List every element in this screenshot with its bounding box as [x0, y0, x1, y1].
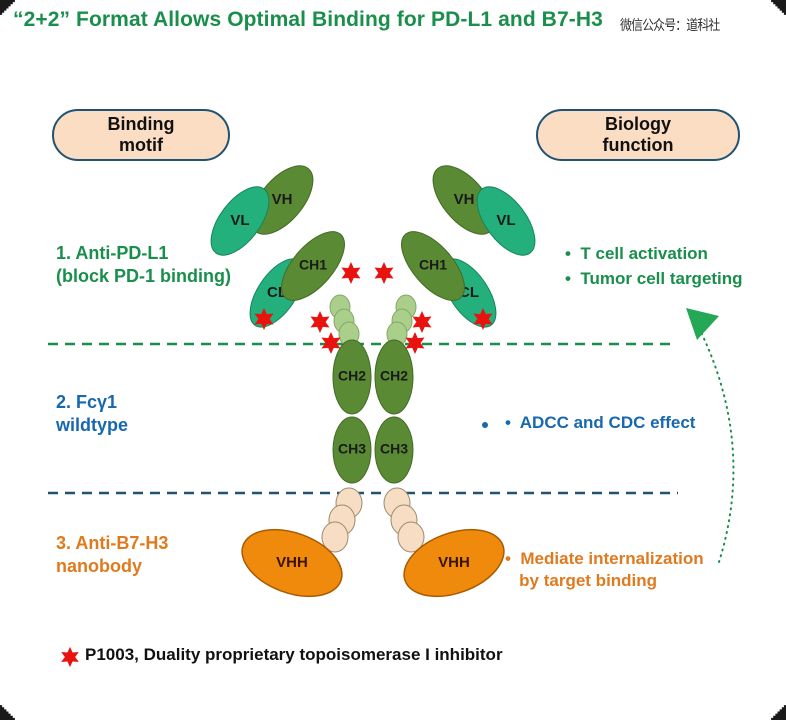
svg-text:CH2: CH2: [380, 368, 408, 384]
svg-text:VL: VL: [496, 212, 515, 229]
svg-text:CH3: CH3: [380, 441, 408, 457]
svg-text:CH3: CH3: [338, 441, 366, 457]
svg-text:VH: VH: [272, 191, 293, 208]
svg-text:VH: VH: [454, 191, 475, 208]
svg-text:VHH: VHH: [438, 554, 470, 571]
svg-text:VL: VL: [230, 212, 249, 229]
svg-text:CH2: CH2: [338, 368, 366, 384]
svg-text:CH1: CH1: [419, 257, 447, 273]
